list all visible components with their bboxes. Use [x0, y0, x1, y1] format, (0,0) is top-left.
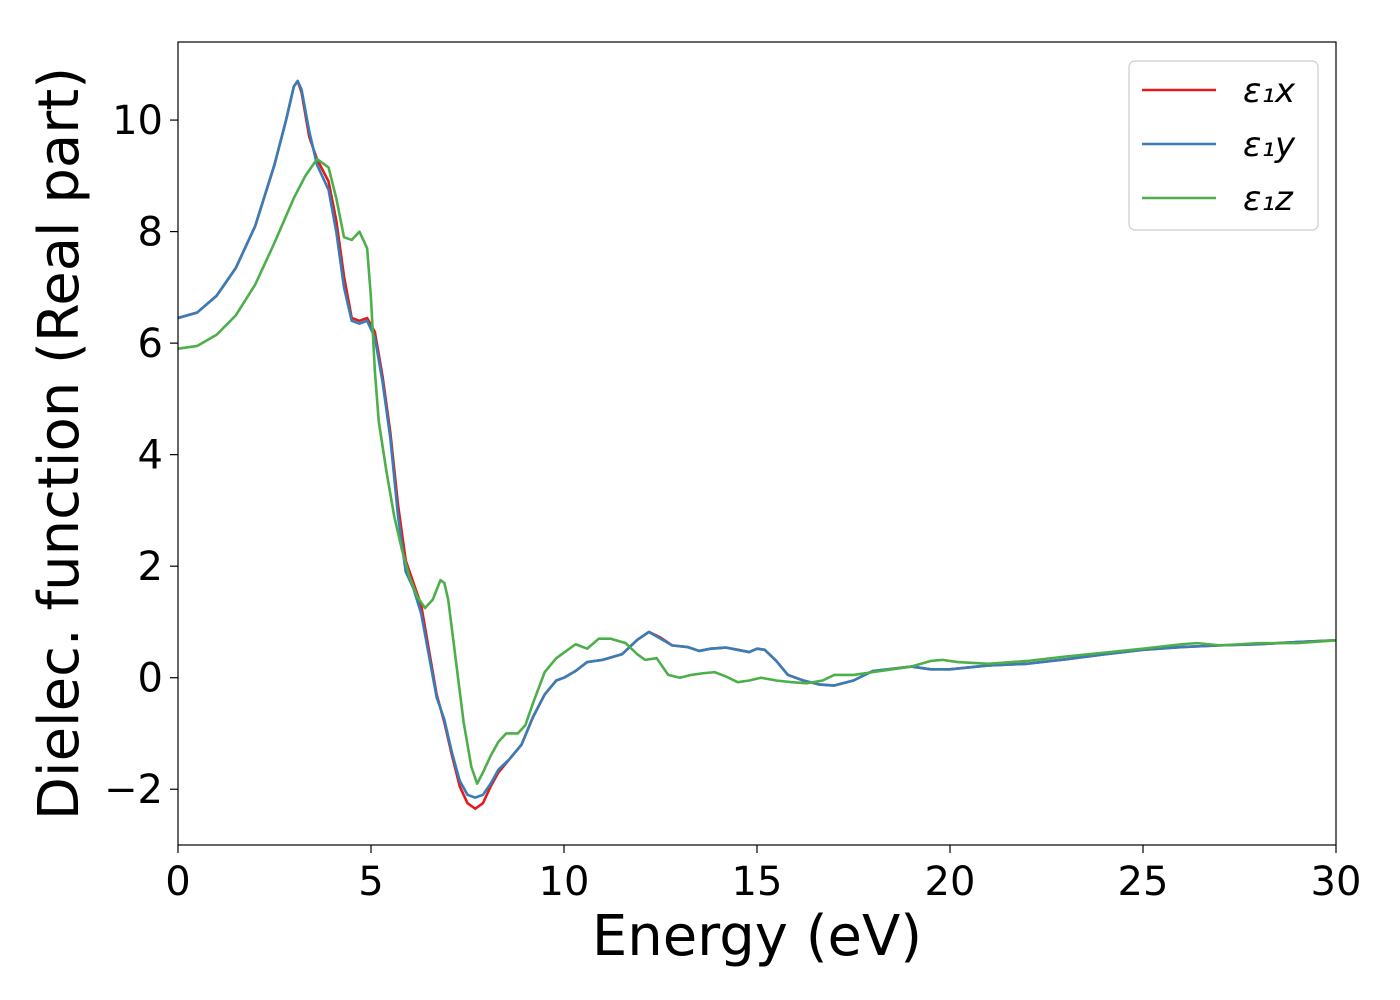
- series-line-3: [178, 157, 1336, 785]
- legend-label: ε₁z: [1243, 179, 1294, 219]
- y-tick-label: 6: [138, 321, 163, 367]
- x-tick-label: 0: [165, 859, 190, 905]
- x-axis-ticks: 0 5 10 15 20 25 30: [165, 845, 1361, 905]
- y-tick-label: 8: [138, 210, 163, 256]
- x-axis-title: Energy (eV): [592, 904, 922, 969]
- x-tick-label: 25: [1118, 859, 1169, 905]
- x-tick-label: 20: [925, 859, 976, 905]
- y-tick-label: 0: [138, 656, 163, 702]
- x-tick-label: 10: [539, 859, 590, 905]
- y-axis-title: Dielec. function (Real part): [27, 67, 92, 820]
- series-lines: [178, 79, 1336, 811]
- legend-label: ε₁x: [1243, 71, 1296, 111]
- x-tick-label: 15: [732, 859, 783, 905]
- legend-label: ε₁y: [1243, 125, 1296, 165]
- legend: ε₁x ε₁y ε₁z: [1128, 60, 1319, 231]
- x-tick-label: 5: [358, 859, 383, 905]
- y-tick-label: 2: [138, 544, 163, 590]
- y-tick-label: −2: [104, 767, 163, 813]
- y-tick-label: 10: [112, 98, 163, 144]
- y-axis-ticks: −2 0 2 4 6 8 10: [104, 98, 178, 813]
- y-tick-label: 4: [138, 433, 163, 479]
- x-tick-label: 30: [1311, 859, 1362, 905]
- legend-box: [1128, 60, 1319, 231]
